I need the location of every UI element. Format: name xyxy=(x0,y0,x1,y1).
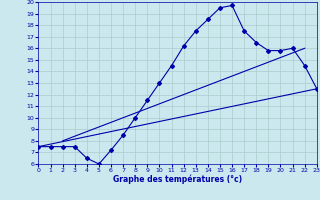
X-axis label: Graphe des températures (°c): Graphe des températures (°c) xyxy=(113,175,242,184)
